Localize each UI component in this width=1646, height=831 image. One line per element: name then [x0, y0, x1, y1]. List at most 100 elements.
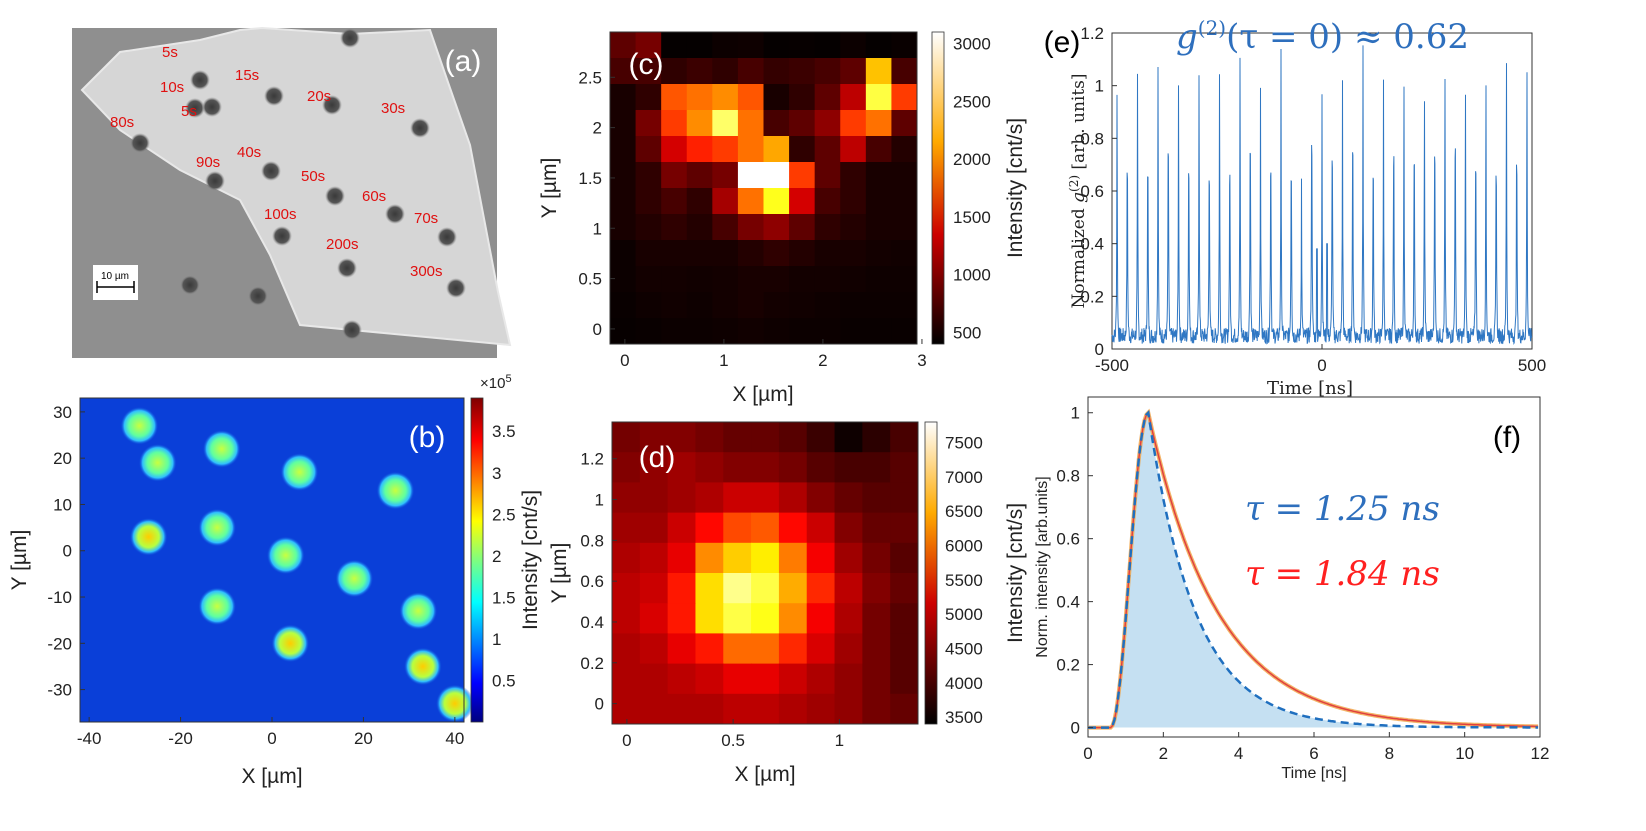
heatmap-cell — [789, 292, 816, 319]
panel-d-ylabel: Y [µm] — [548, 543, 571, 604]
heatmap-cell — [639, 603, 669, 634]
heatmap-cell — [751, 573, 780, 604]
exposure-time-label: 20s — [307, 88, 331, 105]
x-tick-label: 0 — [620, 351, 629, 370]
y-tick-label: 20 — [53, 449, 72, 468]
colorbar-tick-label: 5000 — [945, 605, 983, 624]
heatmap-cell — [751, 603, 780, 634]
heatmap-cell — [610, 58, 637, 85]
g2-annotation: g(2)(τ = 0) ≈ 0.62 — [1176, 16, 1469, 57]
y-tick-label: 1 — [593, 219, 602, 238]
colorbar-b — [470, 397, 484, 723]
heatmap-cell — [891, 84, 918, 111]
heatmap-cell — [612, 542, 641, 574]
heatmap-cell — [686, 266, 713, 293]
panel-b-ylabel: Y [µm] — [8, 530, 31, 591]
heatmap-cell — [661, 214, 688, 241]
heatmap-cell — [723, 573, 752, 604]
x-tick-label: 0 — [1317, 356, 1326, 375]
heatmap-cell — [862, 542, 891, 574]
heatmap-cell — [862, 422, 891, 453]
heatmap-cell — [686, 240, 713, 267]
heatmap-cell — [610, 240, 637, 267]
pl-spot — [280, 453, 319, 492]
irradiation-spot — [202, 97, 222, 117]
colorbar-b-label: Intensity [cnt/s] — [519, 490, 542, 630]
irradiation-spot — [264, 86, 284, 106]
heatmap-cell — [635, 84, 662, 111]
heatmap-cell — [737, 318, 764, 345]
heatmap-cell — [667, 573, 696, 604]
heatmap-cell — [840, 84, 867, 111]
heatmap-cell — [778, 663, 808, 695]
heatmap-cell — [712, 84, 739, 111]
heatmap-cell — [814, 318, 841, 345]
heatmap-cell — [610, 292, 637, 319]
heatmap-cell — [814, 240, 841, 267]
colorbar-tick-label: 0.5 — [492, 671, 516, 690]
heatmap-cell — [865, 266, 892, 293]
heatmap-cell — [806, 542, 836, 574]
heatmap-cell — [890, 542, 919, 574]
y-tick-label: 30 — [53, 403, 72, 422]
irradiation-spot — [410, 118, 430, 138]
g2-annotation-sup: (2) — [1198, 16, 1226, 40]
heatmap-cell — [789, 214, 816, 241]
heatmap-cell — [723, 633, 752, 665]
heatmap-cell — [635, 32, 662, 59]
heatmap-cell — [635, 162, 662, 189]
panel-c-ylabel: Y [µm] — [538, 158, 561, 219]
heatmap-cell — [891, 292, 918, 319]
y-tick-label: 1.2 — [1080, 24, 1104, 43]
heatmap-cell — [610, 136, 637, 163]
heatmap-cell — [806, 422, 836, 453]
panel-b: -40 -20 0 20 40 30 20 10 0 -10 -20 -30 3.5 3 2.5 2 1.5 1… — [8, 373, 542, 788]
heatmap-cell — [840, 240, 867, 267]
heatmap-cell — [865, 240, 892, 267]
heatmap-cell — [840, 214, 867, 241]
pl-spot — [399, 591, 438, 630]
heatmap-cell — [686, 84, 713, 111]
heatmap-cell — [806, 663, 836, 695]
heatmap-cell — [751, 663, 780, 695]
pl-spot — [403, 647, 442, 686]
heatmap-cell — [789, 188, 816, 215]
panel-a-label: (a) — [445, 45, 482, 78]
colorbar-tick-label: 3500 — [945, 708, 983, 727]
heatmap-cell — [890, 603, 919, 634]
heatmap-cell — [763, 214, 790, 241]
heatmap-cell — [723, 482, 752, 514]
heatmap-cell — [612, 512, 641, 544]
heatmap-cell — [890, 452, 919, 483]
heatmap-cell — [712, 214, 739, 241]
irradiation-spot — [337, 258, 357, 278]
fit-curve-blue — [1088, 409, 1539, 729]
x-tick-label: 0 — [267, 729, 276, 748]
y-tick-label: 1.5 — [578, 169, 602, 188]
exposure-time-label: 30s — [381, 100, 405, 117]
heatmap-cell — [723, 452, 752, 483]
irradiation-spot — [180, 275, 200, 295]
tau-blue-annotation: τ = 1.25 ns — [1245, 489, 1440, 529]
heatmap-cell — [686, 214, 713, 241]
panel-b-label: (b) — [409, 421, 446, 454]
heatmap-cell — [778, 482, 808, 514]
heatmap-cell — [667, 512, 696, 544]
colorbar-tick-label: 3 — [492, 464, 501, 483]
exposure-time-label: 40s — [237, 144, 261, 161]
heatmap-cell — [686, 136, 713, 163]
heatmap-cell — [639, 422, 669, 453]
heatmap-cell — [686, 318, 713, 345]
heatmap-cell — [661, 292, 688, 319]
heatmap-cell — [778, 603, 808, 634]
heatmap-cell — [712, 266, 739, 293]
heatmap-cell — [667, 663, 696, 695]
heatmap-cell — [862, 573, 891, 604]
irradiation-spot — [446, 278, 466, 298]
heatmap-cell — [891, 32, 918, 59]
heatmap-cell — [686, 162, 713, 189]
y-tick-label: 0 — [1071, 719, 1080, 738]
panel-f-ylabel: Norm. intensity [arb.units] — [1034, 476, 1051, 657]
heatmap-cell — [612, 422, 641, 453]
